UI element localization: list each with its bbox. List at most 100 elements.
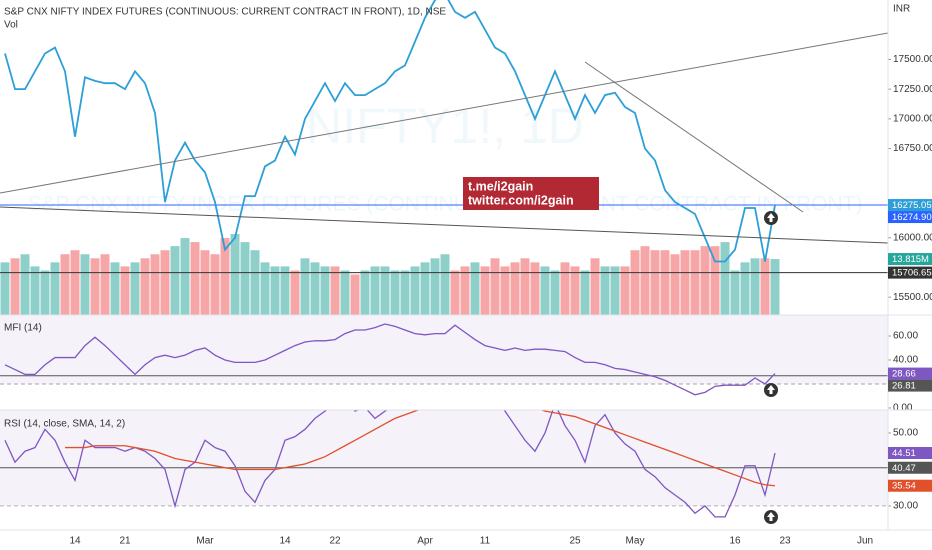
annotation-box: t.me/i2gain twitter.com/i2gain <box>463 177 599 210</box>
price-tag <box>888 447 932 460</box>
price-tag-label: 16274.90 <box>892 212 932 223</box>
volume-bar <box>270 266 280 315</box>
signal-icons <box>764 211 778 524</box>
volume-bar <box>140 258 150 315</box>
watermark-symbol: NIFTY1!, 1D <box>306 98 584 154</box>
volume-bar <box>700 246 710 315</box>
x-tick-label: 23 <box>779 536 791 547</box>
volume-bar <box>770 259 780 315</box>
volume-bar <box>450 270 460 315</box>
volume-bar <box>610 266 620 315</box>
y-tick-label: 30.00 <box>893 501 918 512</box>
volume-bar <box>150 254 160 315</box>
currency-label: INR <box>893 4 910 15</box>
annotation-background <box>463 177 599 210</box>
volume-bar <box>90 258 100 315</box>
x-tick-label: 16 <box>729 536 741 547</box>
volume-bar <box>520 258 530 315</box>
volume-bar <box>720 242 730 315</box>
up-arrow-glyph <box>767 385 775 394</box>
price-tag <box>888 266 932 279</box>
x-tick-label: 14 <box>279 536 291 547</box>
volume-bar <box>80 254 90 315</box>
line-series <box>4 0 776 263</box>
volume-bar <box>670 254 680 315</box>
volume-bar <box>580 270 590 315</box>
y-tick-label: 17250.00 <box>893 84 932 95</box>
volume-bar <box>660 250 670 315</box>
volume-bar <box>560 262 570 315</box>
volume-bar <box>70 250 80 315</box>
volume-bar <box>20 254 30 315</box>
volume-bar <box>380 266 390 315</box>
volume-bar <box>160 250 170 315</box>
x-tick-label: Jun <box>857 536 873 547</box>
pane <box>0 315 888 396</box>
pane <box>0 410 888 518</box>
volume-bar <box>170 246 180 315</box>
volume-bar <box>490 258 500 315</box>
volume-bar <box>630 250 640 315</box>
y-tick-label: 0.00 <box>893 403 913 414</box>
volume-bar <box>110 262 120 315</box>
price-tag-label: 35.54 <box>892 481 916 492</box>
volume-bar <box>360 270 370 315</box>
y-tick-label: 15500.00 <box>893 292 932 303</box>
volume-bar <box>330 266 340 315</box>
volume-bar <box>50 262 60 315</box>
price-tag <box>888 211 932 224</box>
pane <box>0 0 888 315</box>
volume-bar <box>190 242 200 315</box>
volume-bar <box>40 270 50 315</box>
line-series <box>65 410 776 487</box>
line-series <box>4 410 776 518</box>
volume-bar <box>570 266 580 315</box>
y-tick-label: 60.00 <box>893 331 918 342</box>
trend-line <box>0 32 888 194</box>
watermark-name: S&P CNX NIFTY INDEX FUTURES (CONTINUOUS:… <box>28 193 863 216</box>
x-tick-label: 22 <box>329 536 341 547</box>
volume-bar <box>620 266 630 315</box>
price-tag-label: 15706.65 <box>892 268 932 279</box>
price-tag-label: 44.51 <box>892 448 916 459</box>
volume-bar <box>480 266 490 315</box>
x-tick-label: 11 <box>480 536 491 547</box>
mfi-title: MFI (14) <box>4 323 42 334</box>
volume-bar <box>460 266 470 315</box>
price-tag <box>888 367 932 380</box>
price-tag-label: 16275.05 <box>892 200 932 211</box>
price-tag <box>888 199 932 212</box>
price-tag <box>888 379 932 392</box>
volume-legend: Vol <box>4 20 18 31</box>
volume-bar <box>760 258 770 315</box>
volume-bar <box>280 266 290 315</box>
volume-bar <box>500 266 510 315</box>
y-tick-label: 50.00 <box>893 428 918 439</box>
volume-bar <box>340 270 350 315</box>
volume-bar <box>550 270 560 315</box>
volume-bar <box>60 254 70 315</box>
volume-bar <box>260 262 270 315</box>
annotation-text: t.me/i2gain <box>468 179 533 193</box>
price-tag-label: 26.81 <box>892 381 916 392</box>
annotation-text: twitter.com/i2gain <box>468 193 574 207</box>
volume-bar <box>0 262 10 315</box>
volume-bar <box>540 266 550 315</box>
x-tick-label: 25 <box>569 536 581 547</box>
trend-line <box>0 206 888 244</box>
price-tag <box>888 461 932 474</box>
volume-bar <box>200 250 210 315</box>
volume-bar <box>370 266 380 315</box>
up-arrow-glyph <box>767 512 775 521</box>
y-tick-label: 40.00 <box>893 355 918 366</box>
up-arrow-glyph <box>767 213 775 222</box>
volume-bar <box>750 258 760 315</box>
volume-bar <box>470 262 480 315</box>
volume-bar <box>440 254 450 315</box>
volume-bar <box>350 274 360 315</box>
price-tag <box>888 479 932 492</box>
x-tick-label: Apr <box>417 536 433 547</box>
volume-bar <box>400 270 410 315</box>
